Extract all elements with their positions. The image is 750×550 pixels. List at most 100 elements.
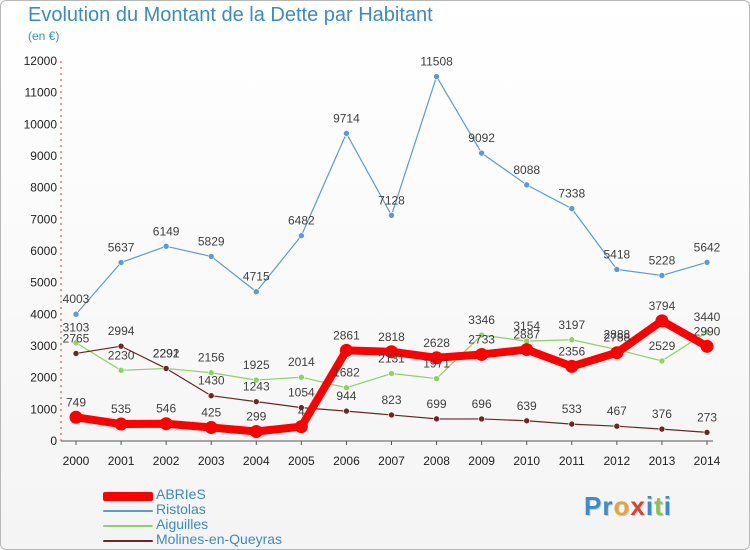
x-tick-label: 2014 xyxy=(694,454,721,468)
data-label: 9714 xyxy=(333,111,360,125)
data-point xyxy=(475,347,489,361)
data-point xyxy=(159,417,173,431)
data-point xyxy=(610,346,624,360)
logo-letter: P xyxy=(584,491,603,521)
data-label: 4715 xyxy=(243,270,270,284)
x-tick-label: 2006 xyxy=(333,454,360,468)
data-point xyxy=(207,392,215,400)
data-point xyxy=(294,420,308,434)
y-tick-label: 1000 xyxy=(30,402,57,416)
data-label: 376 xyxy=(652,407,672,421)
x-tick-label: 2005 xyxy=(288,454,315,468)
data-point xyxy=(658,272,666,279)
data-point xyxy=(430,351,444,365)
data-label: 5637 xyxy=(108,240,135,254)
data-label: 3197 xyxy=(558,318,585,332)
logo-letter: i xyxy=(663,491,672,521)
data-point xyxy=(433,73,440,80)
data-point xyxy=(658,357,666,365)
legend-item: Ristolas xyxy=(103,501,403,517)
data-point xyxy=(523,417,531,425)
data-label: 2529 xyxy=(649,339,676,353)
data-point xyxy=(388,411,395,419)
y-tick-label: 12000 xyxy=(24,54,58,68)
data-point xyxy=(433,415,440,423)
data-label: 2733 xyxy=(468,332,495,346)
data-point xyxy=(568,420,576,428)
data-label: 2230 xyxy=(108,348,135,362)
data-label: 5829 xyxy=(198,234,225,248)
data-point xyxy=(298,373,305,381)
data-point xyxy=(613,266,621,273)
y-tick-label: 5000 xyxy=(30,276,57,290)
data-point xyxy=(655,314,669,328)
data-label: 3103 xyxy=(63,321,90,335)
data-label: 299 xyxy=(246,410,266,424)
data-point xyxy=(568,205,576,212)
data-label: 2765 xyxy=(63,331,90,345)
data-label: 6482 xyxy=(288,214,315,228)
data-label: 8088 xyxy=(513,163,540,177)
legend-label: ABRIeS xyxy=(156,486,206,502)
data-label: 5228 xyxy=(649,253,676,267)
chart-title: Evolution du Montant de la Dette par Hab… xyxy=(28,4,433,26)
data-point xyxy=(114,417,128,431)
unit-label: (en €) xyxy=(28,29,60,43)
legend-label: Aiguilles xyxy=(156,516,209,532)
data-label: 823 xyxy=(381,393,401,407)
data-label: 1925 xyxy=(243,358,270,372)
data-label: 5642 xyxy=(694,240,721,254)
data-label: 699 xyxy=(427,397,447,411)
data-label: 3794 xyxy=(649,299,676,313)
data-label: 273 xyxy=(697,410,717,424)
data-label: 9092 xyxy=(468,131,495,145)
data-label: 3154 xyxy=(513,319,540,333)
logo-letter: i xyxy=(645,491,655,521)
y-tick-label: 2000 xyxy=(30,371,57,385)
legend-item: Molines-en-Queyras xyxy=(103,531,403,547)
x-tick-label: 2001 xyxy=(108,454,135,468)
legend-swatch xyxy=(103,491,153,501)
series-lines xyxy=(69,73,714,439)
data-label: 2888 xyxy=(604,328,631,342)
data-label: 2788 xyxy=(604,331,631,345)
data-label: 6149 xyxy=(153,224,180,238)
data-label: 1682 xyxy=(333,366,360,380)
data-point xyxy=(162,365,170,372)
data-point xyxy=(252,288,260,295)
x-tick-label: 2004 xyxy=(243,454,270,468)
data-label: 3440 xyxy=(694,310,721,324)
data-label: 2356 xyxy=(558,344,585,358)
data-label: 2291 xyxy=(153,346,180,360)
data-point xyxy=(520,343,534,357)
data-label: 5418 xyxy=(604,247,631,261)
data-point xyxy=(388,370,395,377)
data-point xyxy=(249,425,263,439)
legend-swatch xyxy=(103,540,153,542)
data-label: 533 xyxy=(562,402,582,416)
x-tick-label: 2003 xyxy=(198,454,225,468)
data-label: 2014 xyxy=(288,355,315,369)
y-tick-label: 11000 xyxy=(25,86,58,100)
data-label: 2887 xyxy=(513,328,540,342)
data-label: 535 xyxy=(111,402,131,416)
data-point xyxy=(478,415,485,423)
x-tick-label: 2012 xyxy=(604,454,631,468)
x-tick-label: 2000 xyxy=(63,454,90,468)
data-point xyxy=(478,331,485,339)
data-point xyxy=(339,343,353,357)
proxiti-logo: Proxiti xyxy=(584,491,672,522)
legend-swatch xyxy=(103,525,153,527)
legend-swatch xyxy=(103,510,153,512)
data-point xyxy=(343,407,350,415)
x-tick-label: 2011 xyxy=(559,454,585,468)
data-point xyxy=(117,342,125,350)
data-point xyxy=(388,211,395,219)
data-label: 1971 xyxy=(423,357,450,371)
data-point xyxy=(72,339,80,347)
data-label: 2131 xyxy=(378,352,405,366)
data-label: 1430 xyxy=(198,374,225,388)
x-tick-label: 2007 xyxy=(378,454,405,468)
